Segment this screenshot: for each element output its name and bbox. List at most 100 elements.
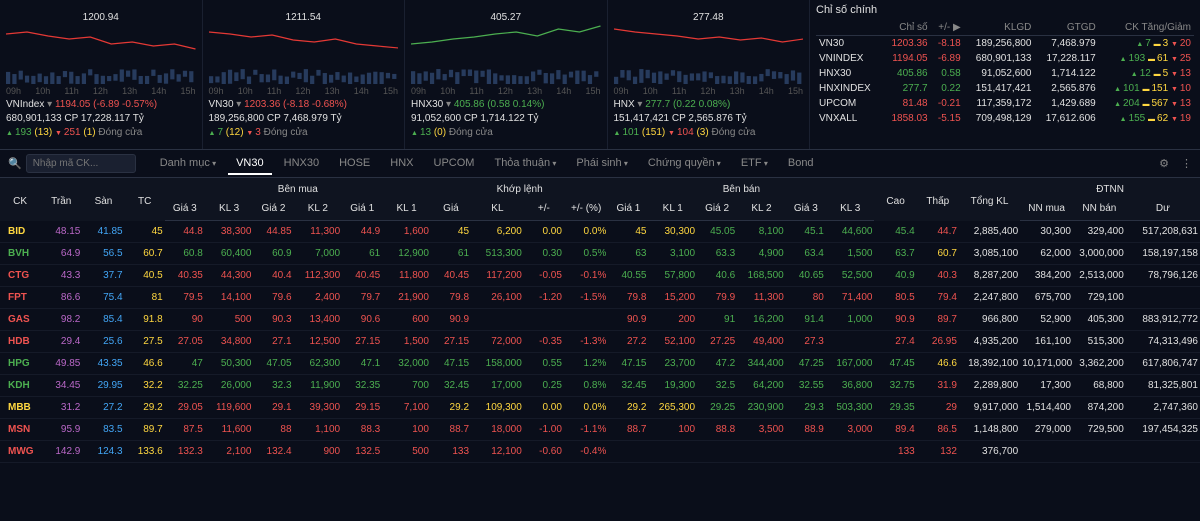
table-row[interactable]: BID48.1541.854544.838,30044.8511,30044.9… (0, 221, 1200, 243)
table-row[interactable]: CTG43.337.740.540.3544,30040.4112,30040.… (0, 265, 1200, 287)
tab-hnx30[interactable]: HNX30 (276, 153, 327, 175)
idx-row[interactable]: HNXINDEX277.70.22151,417,4212,565.876101… (816, 81, 1194, 96)
chart-price: 1203.36 (-8.18 -0.68%) (244, 99, 347, 110)
ticker-cell[interactable]: MBB (0, 397, 40, 419)
gear-icon[interactable]: ⚙ (1159, 157, 1169, 170)
col-header[interactable]: Giá 1 (608, 197, 648, 221)
chart-name: HNX (614, 99, 635, 110)
toolbar: 🔍 Danh mụcVN30HNX30HOSEHNXUPCOMThỏa thuậ… (0, 150, 1200, 178)
ticker-cell[interactable]: BVH (0, 243, 40, 265)
ticker-cell[interactable]: BID (0, 221, 40, 243)
chart-line (209, 32, 399, 48)
col-header[interactable]: KL 3 (826, 197, 875, 221)
col-group: Trần (40, 178, 82, 221)
col-header[interactable]: KL 1 (648, 197, 697, 221)
idx-row[interactable]: VN301203.36-8.18189,256,8007,468.9797 3 … (816, 36, 1194, 52)
tab-etf[interactable]: ETF (733, 153, 776, 175)
table-row[interactable]: FPT86.675.48179.514,10079.62,40079.721,9… (0, 287, 1200, 309)
tab-hnx[interactable]: HNX (382, 153, 421, 175)
main-indices-panel: Chỉ số chính Chỉ số+/- ▶KLGDGTGDCK Tăng/… (810, 0, 1200, 149)
col-group: Khớp lệnh (431, 178, 608, 197)
ticker-cell[interactable]: KDH (0, 375, 40, 397)
idx-row[interactable]: VNXALL1858.03-5.15709,498,12917,612.6061… (816, 111, 1194, 126)
table-row[interactable]: KDH34.4529.9532.232.2526,00032.311,90032… (0, 375, 1200, 397)
chart-value: 17,228.117 Tỷ (81, 113, 144, 124)
col-header[interactable]: +/- (%) (564, 197, 608, 221)
tab-thỏa-thuận[interactable]: Thỏa thuận (486, 153, 564, 175)
search-input[interactable] (26, 154, 136, 173)
col-header[interactable]: KL 1 (382, 197, 431, 221)
chart-value-label: 405.27 (490, 12, 521, 23)
ticker-cell[interactable]: CTG (0, 265, 40, 287)
col-header[interactable]: +/- (524, 197, 564, 221)
table-row[interactable]: MSN95.983.589.787.511,600881,10088.31008… (0, 419, 1200, 441)
chart-volume: 680,901,133 CP (6, 113, 78, 124)
ticker-cell[interactable]: FPT (0, 287, 40, 309)
col-header[interactable]: Giá 1 (342, 197, 382, 221)
ticker-cell[interactable]: MSN (0, 419, 40, 441)
col-header[interactable]: KL 3 (205, 197, 254, 221)
col-header[interactable]: KL 2 (737, 197, 786, 221)
main-indices-title: Chỉ số chính (816, 4, 1194, 16)
table-row[interactable]: HDB29.425.627.527.0534,80027.112,50027.1… (0, 331, 1200, 353)
col-header[interactable]: KL (471, 197, 524, 221)
tab-vn30[interactable]: VN30 (228, 153, 272, 175)
chart-status: Đóng cửa (264, 127, 308, 138)
menu-icon[interactable]: ⋮ (1181, 157, 1192, 170)
table-row[interactable]: HPG49.8543.3546.64750,30047.0562,30047.1… (0, 353, 1200, 375)
col-header[interactable]: Giá 2 (697, 197, 737, 221)
chart-price: 1194.05 (-6.89 -0.57%) (55, 99, 157, 110)
idx-row[interactable]: UPCOM81.48-0.21117,359,1721,429.689204 5… (816, 96, 1194, 111)
tab-chứng-quyền[interactable]: Chứng quyền (640, 153, 729, 175)
table-row[interactable]: GAS98.285.491.89050090.313,40090.660090.… (0, 309, 1200, 331)
table-row[interactable]: BVH64.956.560.760.860,40060.97,0006112,9… (0, 243, 1200, 265)
col-header[interactable]: Giá (431, 197, 471, 221)
chart-panel-hnx[interactable]: 277.48 09h10h11h12h13h14h15h HNX ▾ 277.7… (608, 0, 811, 149)
tab-phái-sinh[interactable]: Phái sinh (568, 153, 636, 175)
chart-name: VNIndex (6, 99, 44, 110)
chart-volume: 151,417,421 CP (614, 113, 686, 124)
chart-value: 2,565.876 Tỷ (688, 113, 746, 124)
tab-upcom[interactable]: UPCOM (426, 153, 483, 175)
tab-danh-mục[interactable]: Danh mục (152, 153, 224, 175)
main-indices-table: Chỉ số+/- ▶KLGDGTGDCK Tăng/Giảm VN301203… (816, 20, 1194, 126)
col-group: Thấp (917, 178, 959, 221)
chart-panel-hnx30[interactable]: 405.27 09h10h11h12h13h14h15h HNX30 ▾ 405… (405, 0, 608, 149)
idx-row[interactable]: HNX30405.860.5891,052,6001,714.12212 5 1… (816, 66, 1194, 81)
col-group: Bên bán (608, 178, 874, 197)
col-group: Sàn (82, 178, 124, 221)
col-header[interactable]: Dư (1126, 197, 1200, 221)
chart-panel-vn30[interactable]: 1211.54 09h10h11h12h13h14h15h VN30 ▾ 120… (203, 0, 406, 149)
time-axis: 09h10h11h12h13h14h15h (614, 84, 804, 98)
table-row[interactable]: MBB31.227.229.229.05119,60029.139,30029.… (0, 397, 1200, 419)
chart-name: HNX30 (411, 99, 443, 110)
time-axis: 09h10h11h12h13h14h15h (6, 84, 196, 98)
col-header[interactable]: Giá 3 (786, 197, 826, 221)
chart-price: 405.86 (0.58 0.14%) (454, 99, 545, 110)
ticker-cell[interactable]: HDB (0, 331, 40, 353)
col-header[interactable]: NN bán (1073, 197, 1126, 221)
ticker-cell[interactable]: HPG (0, 353, 40, 375)
chart-value: 7,468.979 Tỷ (283, 113, 341, 124)
idx-header (816, 20, 882, 36)
col-header[interactable]: Giá 3 (165, 197, 205, 221)
col-header[interactable]: KL 2 (294, 197, 343, 221)
idx-header: KLGD (964, 20, 1035, 36)
ticker-cell[interactable]: GAS (0, 309, 40, 331)
idx-row[interactable]: VNINDEX1194.05-6.89680,901,13317,228.117… (816, 51, 1194, 66)
chart-volume: 189,256,800 CP (209, 113, 281, 124)
col-header[interactable]: Giá 2 (253, 197, 293, 221)
chart-panel-vnindex[interactable]: 1200.94 09h10h11h12h13h14h15h VNIndex ▾ … (0, 0, 203, 149)
time-axis: 09h10h11h12h13h14h15h (209, 84, 399, 98)
col-group: Tổng KL (959, 178, 1020, 221)
chart-status: Đóng cửa (449, 127, 493, 138)
ticker-cell[interactable]: MWG (0, 441, 40, 463)
tab-bond[interactable]: Bond (780, 153, 822, 175)
col-group: ĐTNN (1020, 178, 1200, 197)
chart-status: Đóng cửa (711, 127, 755, 138)
tab-hose[interactable]: HOSE (331, 153, 378, 175)
table-row[interactable]: MWG142.9124.3133.6132.32,100132.4900132.… (0, 441, 1200, 463)
chart-name: VN30 (209, 99, 234, 110)
chart-value-label: 1211.54 (286, 12, 321, 23)
col-header[interactable]: NN mua (1020, 197, 1073, 221)
